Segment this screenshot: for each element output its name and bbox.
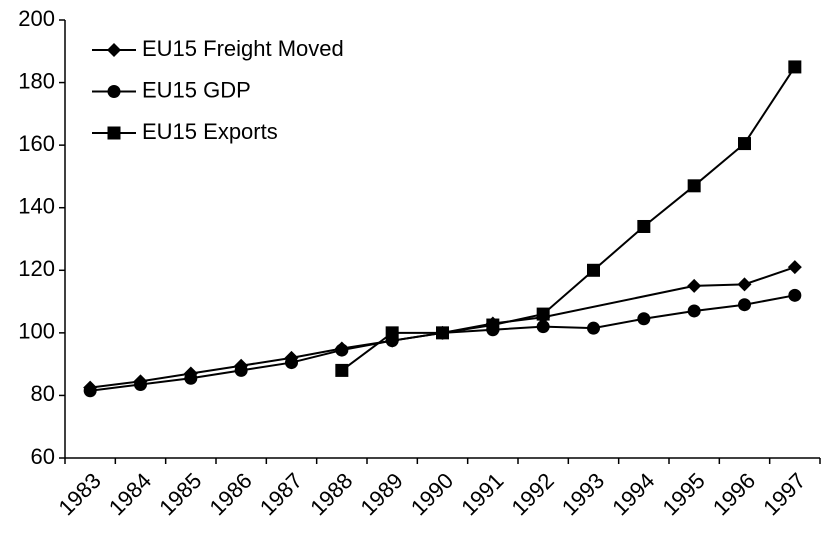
legend-label: EU15 GDP [142, 77, 251, 102]
marker [536, 307, 550, 321]
x-tick-label: 1990 [406, 468, 458, 520]
x-tick-label: 1989 [356, 468, 408, 520]
marker [687, 179, 701, 193]
marker [738, 298, 751, 312]
series-line [341, 66, 796, 372]
marker [587, 321, 600, 335]
marker [787, 260, 802, 275]
marker [335, 363, 349, 377]
marker [637, 219, 651, 233]
marker [788, 60, 802, 74]
y-tick-label: 60 [31, 444, 55, 469]
x-tick-label: 1997 [758, 468, 810, 520]
marker [184, 371, 198, 385]
y-tick-label: 200 [18, 6, 55, 31]
x-tick-label: 1996 [708, 468, 760, 520]
legend-marker [107, 43, 121, 57]
legend-label: EU15 Freight Moved [142, 36, 344, 61]
marker [687, 304, 701, 318]
x-tick-label: 1994 [607, 468, 659, 520]
x-tick-label: 1984 [104, 468, 156, 520]
x-tick-label: 1991 [456, 468, 508, 520]
marker [737, 277, 752, 292]
marker [385, 326, 399, 340]
marker [637, 312, 651, 326]
x-tick-label: 1983 [54, 468, 106, 520]
x-tick-label: 1986 [205, 468, 257, 520]
x-tick-label: 1993 [557, 468, 609, 520]
y-tick-label: 180 [18, 68, 55, 93]
y-tick-label: 140 [18, 194, 55, 219]
marker [486, 318, 500, 332]
legend-marker [107, 85, 121, 98]
marker [436, 326, 449, 340]
y-tick-label: 80 [31, 381, 55, 406]
legend-marker [107, 126, 121, 140]
marker [687, 278, 702, 293]
marker [587, 263, 600, 277]
x-tick-label: 1988 [305, 468, 357, 520]
marker [83, 384, 97, 398]
marker [134, 377, 147, 391]
marker [335, 343, 349, 357]
marker [536, 320, 550, 334]
x-tick-label: 1985 [154, 468, 206, 520]
marker [788, 288, 802, 302]
y-tick-label: 100 [18, 319, 55, 344]
marker [738, 137, 751, 151]
marker [234, 363, 248, 377]
legend-label: EU15 Exports [142, 119, 278, 144]
x-tick-label: 1995 [658, 468, 710, 520]
y-tick-label: 160 [18, 131, 55, 156]
x-tick-label: 1992 [507, 468, 559, 520]
y-tick-label: 120 [18, 256, 55, 281]
x-tick-label: 1987 [255, 468, 307, 520]
marker [285, 356, 298, 370]
